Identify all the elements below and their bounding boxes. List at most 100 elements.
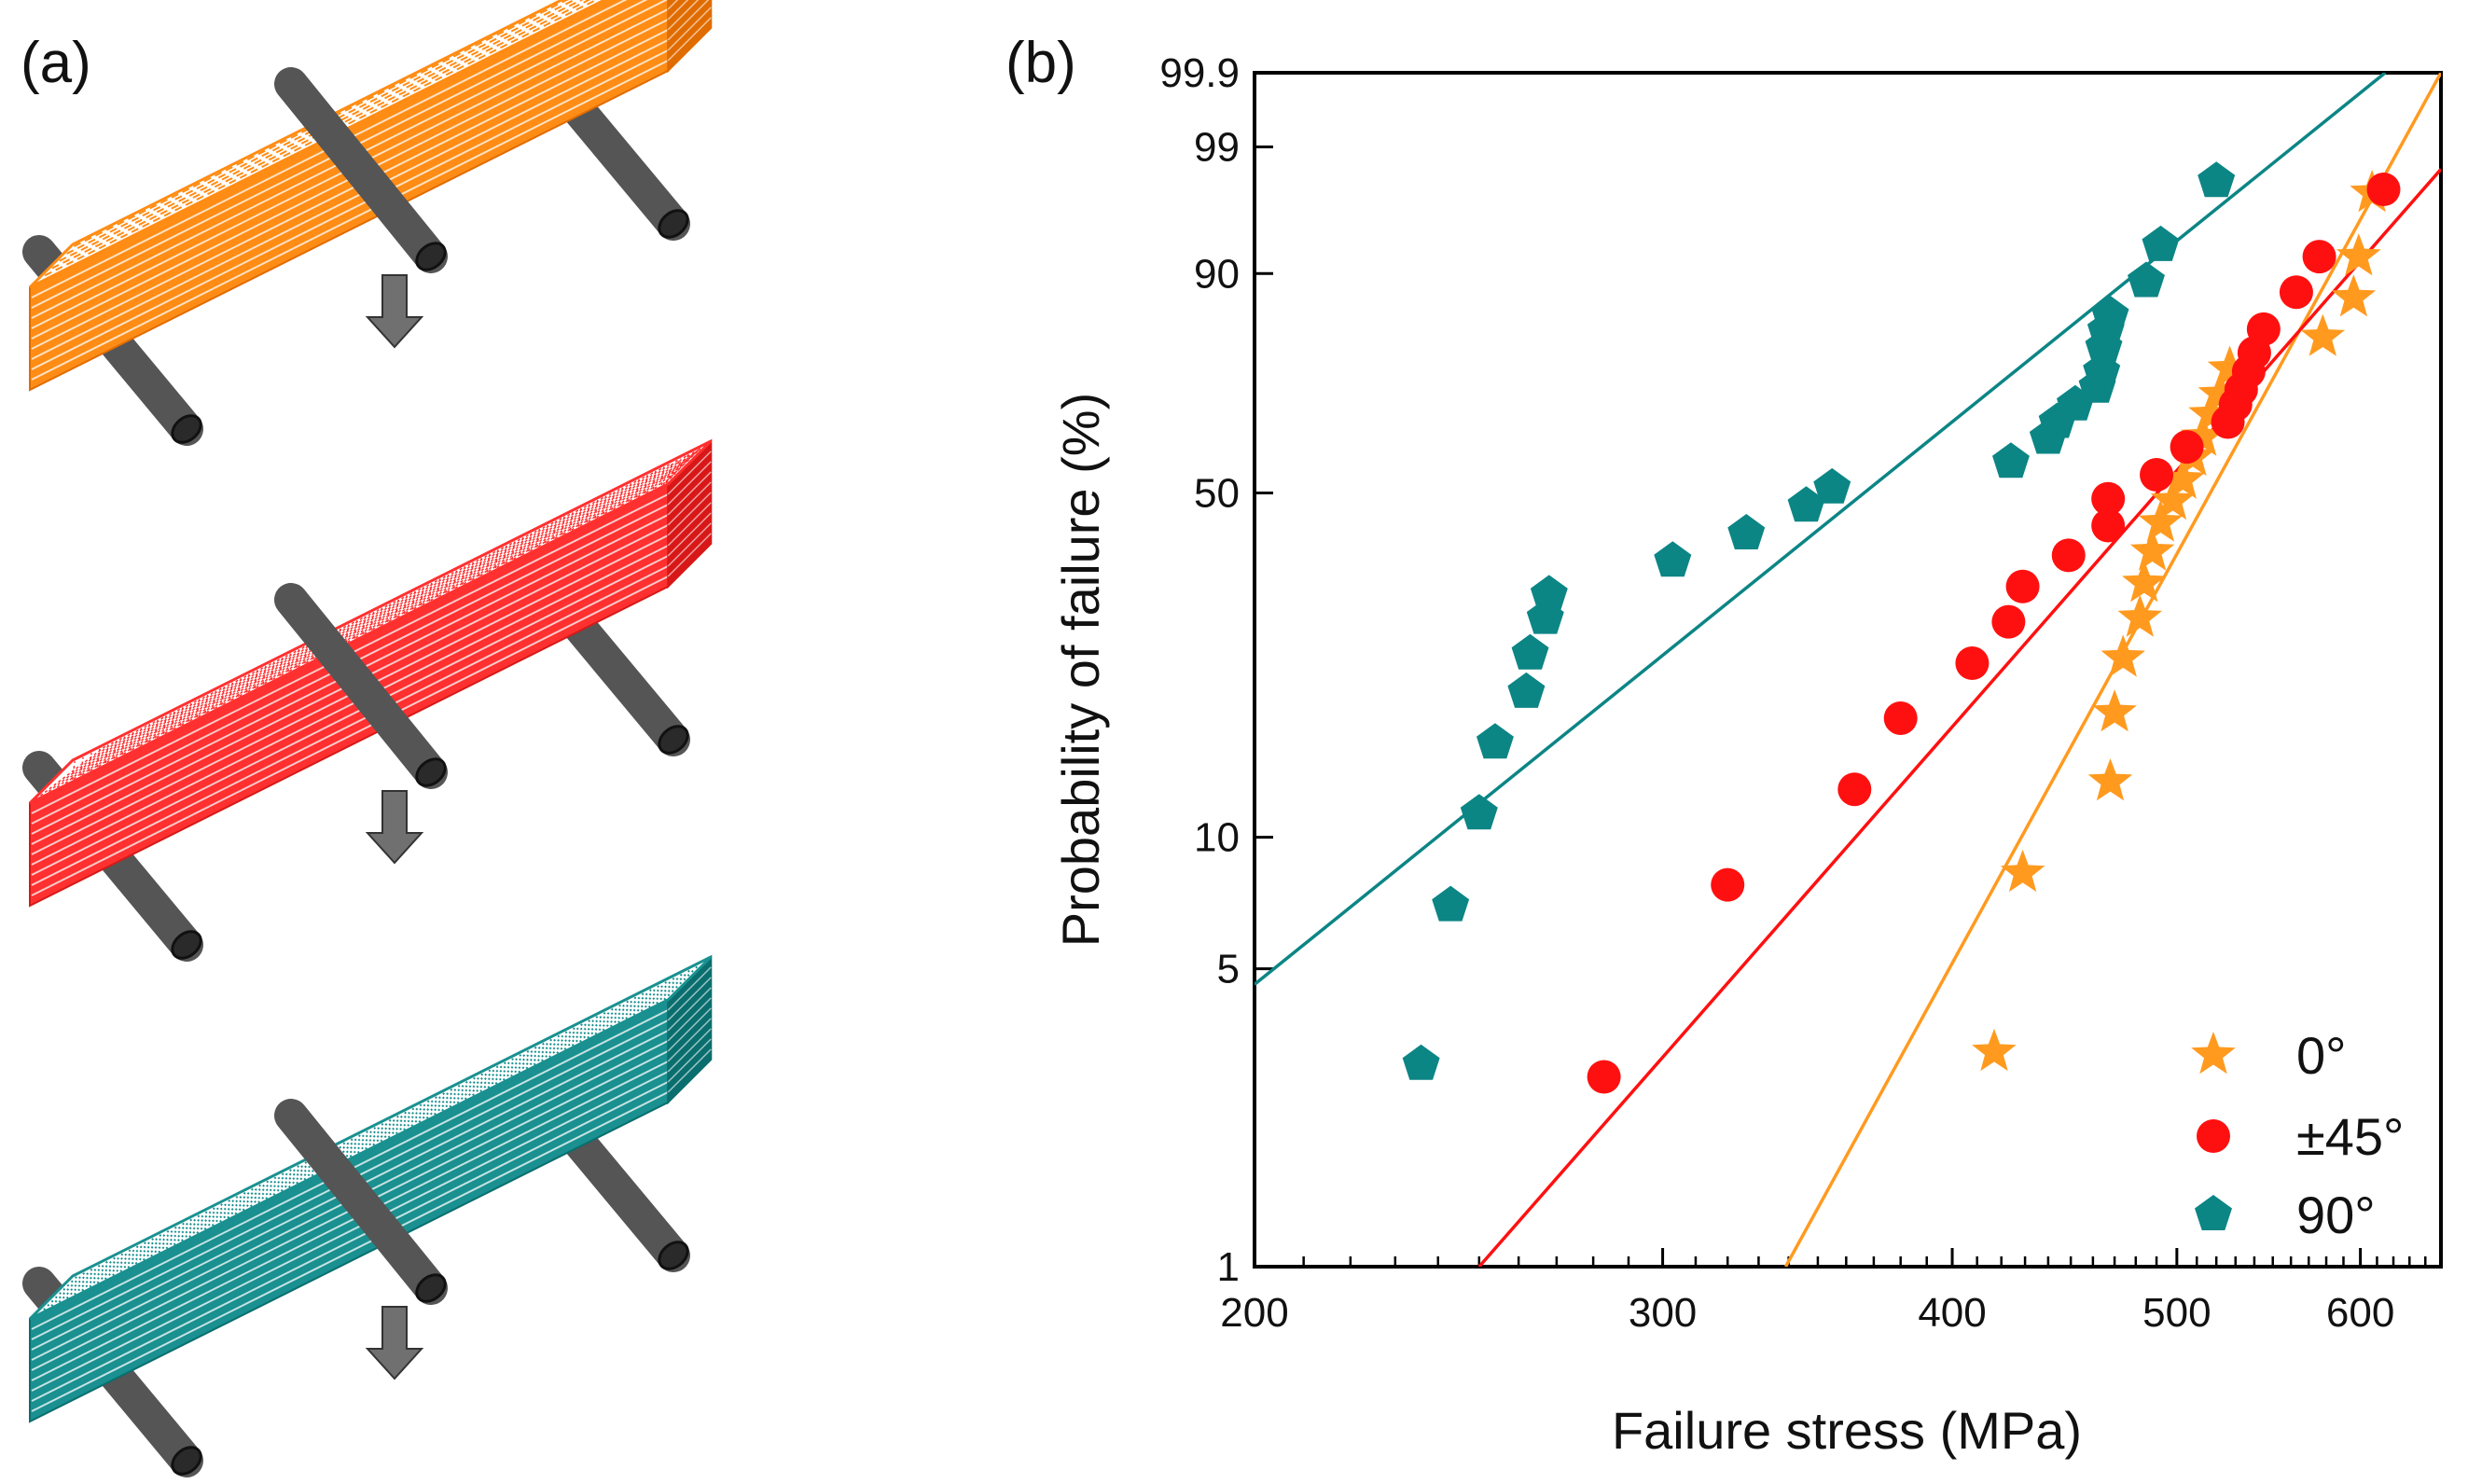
fibre-line xyxy=(355,587,423,639)
fibre-line xyxy=(115,707,182,759)
front-support-roller-end xyxy=(171,930,202,960)
data-point-circle xyxy=(2140,457,2174,492)
data-point-circle xyxy=(2051,538,2086,573)
fibre-line xyxy=(437,546,506,598)
fibre-line xyxy=(403,1094,439,1131)
fibre-line xyxy=(139,695,207,747)
layer-line xyxy=(667,997,712,1042)
layer-line xyxy=(667,0,679,10)
fibre-line xyxy=(663,964,700,1001)
layer-line xyxy=(31,1060,669,1381)
fibre-line xyxy=(578,1006,616,1043)
fibre-line xyxy=(496,516,564,568)
layer-line xyxy=(31,1080,669,1402)
fibre-line xyxy=(147,690,215,742)
layer-line xyxy=(667,977,712,1021)
legend-label: ±45° xyxy=(2296,1107,2404,1166)
fibre-line xyxy=(234,1179,270,1215)
fibre-line xyxy=(380,575,448,627)
fibre-line xyxy=(181,673,249,726)
fibre-line xyxy=(454,537,522,589)
data-point-star xyxy=(2129,528,2175,571)
layer-line xyxy=(667,1028,712,1073)
fibre-line xyxy=(134,1228,171,1265)
specimen-group xyxy=(22,0,713,1477)
data-point-star xyxy=(2138,499,2184,542)
fibre-line xyxy=(219,1186,256,1223)
fibre-line xyxy=(43,1274,79,1311)
fibre-line xyxy=(96,1248,132,1284)
data-point-pentagon xyxy=(2091,296,2129,331)
fibre-line xyxy=(349,1121,385,1158)
load-roller-end xyxy=(415,242,447,271)
fibre-line xyxy=(456,1068,492,1104)
fibre-line xyxy=(48,741,116,793)
fibre-line xyxy=(66,0,576,255)
fibre-line xyxy=(665,458,682,484)
data-point-star xyxy=(2122,560,2167,603)
legend-label: 90° xyxy=(2296,1186,2376,1244)
front-support-roller-end xyxy=(171,414,202,444)
fibre-line xyxy=(104,1243,141,1281)
fibre-line xyxy=(198,665,265,718)
data-point-pentagon xyxy=(1787,486,1825,522)
data-point-pentagon xyxy=(1511,633,1549,670)
data-point-pentagon xyxy=(1530,575,1568,611)
fibre-line xyxy=(214,658,282,710)
beam-end-face xyxy=(667,0,713,74)
data-point-star xyxy=(2336,233,2381,276)
y-axis-title: Probability of failure (%) xyxy=(1051,393,1110,947)
fibre-line xyxy=(488,520,556,573)
layer-line xyxy=(31,28,669,350)
data-point-pentagon xyxy=(1477,723,1514,759)
fibre-line xyxy=(464,1063,501,1101)
fibre-line xyxy=(449,1072,485,1108)
legend-marker-pentagon xyxy=(2195,1195,2232,1230)
fibre-line xyxy=(196,1198,232,1234)
fibre-line xyxy=(203,1194,240,1230)
fibre-line xyxy=(180,1205,217,1242)
fibre-line xyxy=(365,1114,401,1150)
fibre-line xyxy=(554,487,622,539)
fibre-line xyxy=(106,711,174,763)
fibre-line xyxy=(222,653,290,705)
fibre-line xyxy=(395,1098,432,1135)
fibre-line xyxy=(339,595,407,647)
fit-lines xyxy=(1255,73,2441,1267)
data-point-star xyxy=(2207,345,2253,388)
fibre-line xyxy=(513,507,580,561)
fibre-line xyxy=(418,1087,454,1123)
data-point-star xyxy=(2000,849,2045,893)
fibre-line xyxy=(479,524,548,576)
layer-line xyxy=(667,17,712,62)
fibre-line xyxy=(637,448,701,498)
panel-a-label: (a) xyxy=(21,31,91,95)
fibre-line xyxy=(479,1056,516,1092)
fibre-line xyxy=(405,562,473,614)
fibre-line xyxy=(562,483,631,535)
fibre-line xyxy=(505,512,573,564)
x-axis-title: Failure stress (MPa) xyxy=(1612,1401,2082,1460)
fibre-line xyxy=(556,1018,592,1054)
x-tick-label: 200 xyxy=(1220,1290,1288,1336)
beam-front-face xyxy=(29,0,670,392)
fibre-line xyxy=(311,1141,347,1177)
layer-line xyxy=(667,1038,712,1083)
beam-top-face xyxy=(28,0,608,289)
layer-line xyxy=(667,0,700,31)
fibre-line xyxy=(127,1232,163,1269)
fibre-line xyxy=(39,744,107,797)
x-tick-label: 500 xyxy=(2142,1290,2211,1336)
layer-line xyxy=(667,471,712,516)
fibre-line xyxy=(372,1110,409,1146)
fibre-line xyxy=(396,566,464,618)
panel-b-weibull-chart: (b) 200 300 400 500 600 1 5 10 50 90 99 99.9 Failu… xyxy=(1005,31,2443,1460)
fibre-line xyxy=(588,470,656,523)
y-tick-label: 50 xyxy=(1194,470,1240,516)
data-point-star xyxy=(2101,634,2145,677)
back-support-roller-end xyxy=(658,209,689,239)
fit-line-circle xyxy=(1477,168,2441,1267)
y-tick-label: 10 xyxy=(1194,815,1240,861)
fibre-line xyxy=(90,719,158,771)
fibre-line xyxy=(463,533,531,585)
